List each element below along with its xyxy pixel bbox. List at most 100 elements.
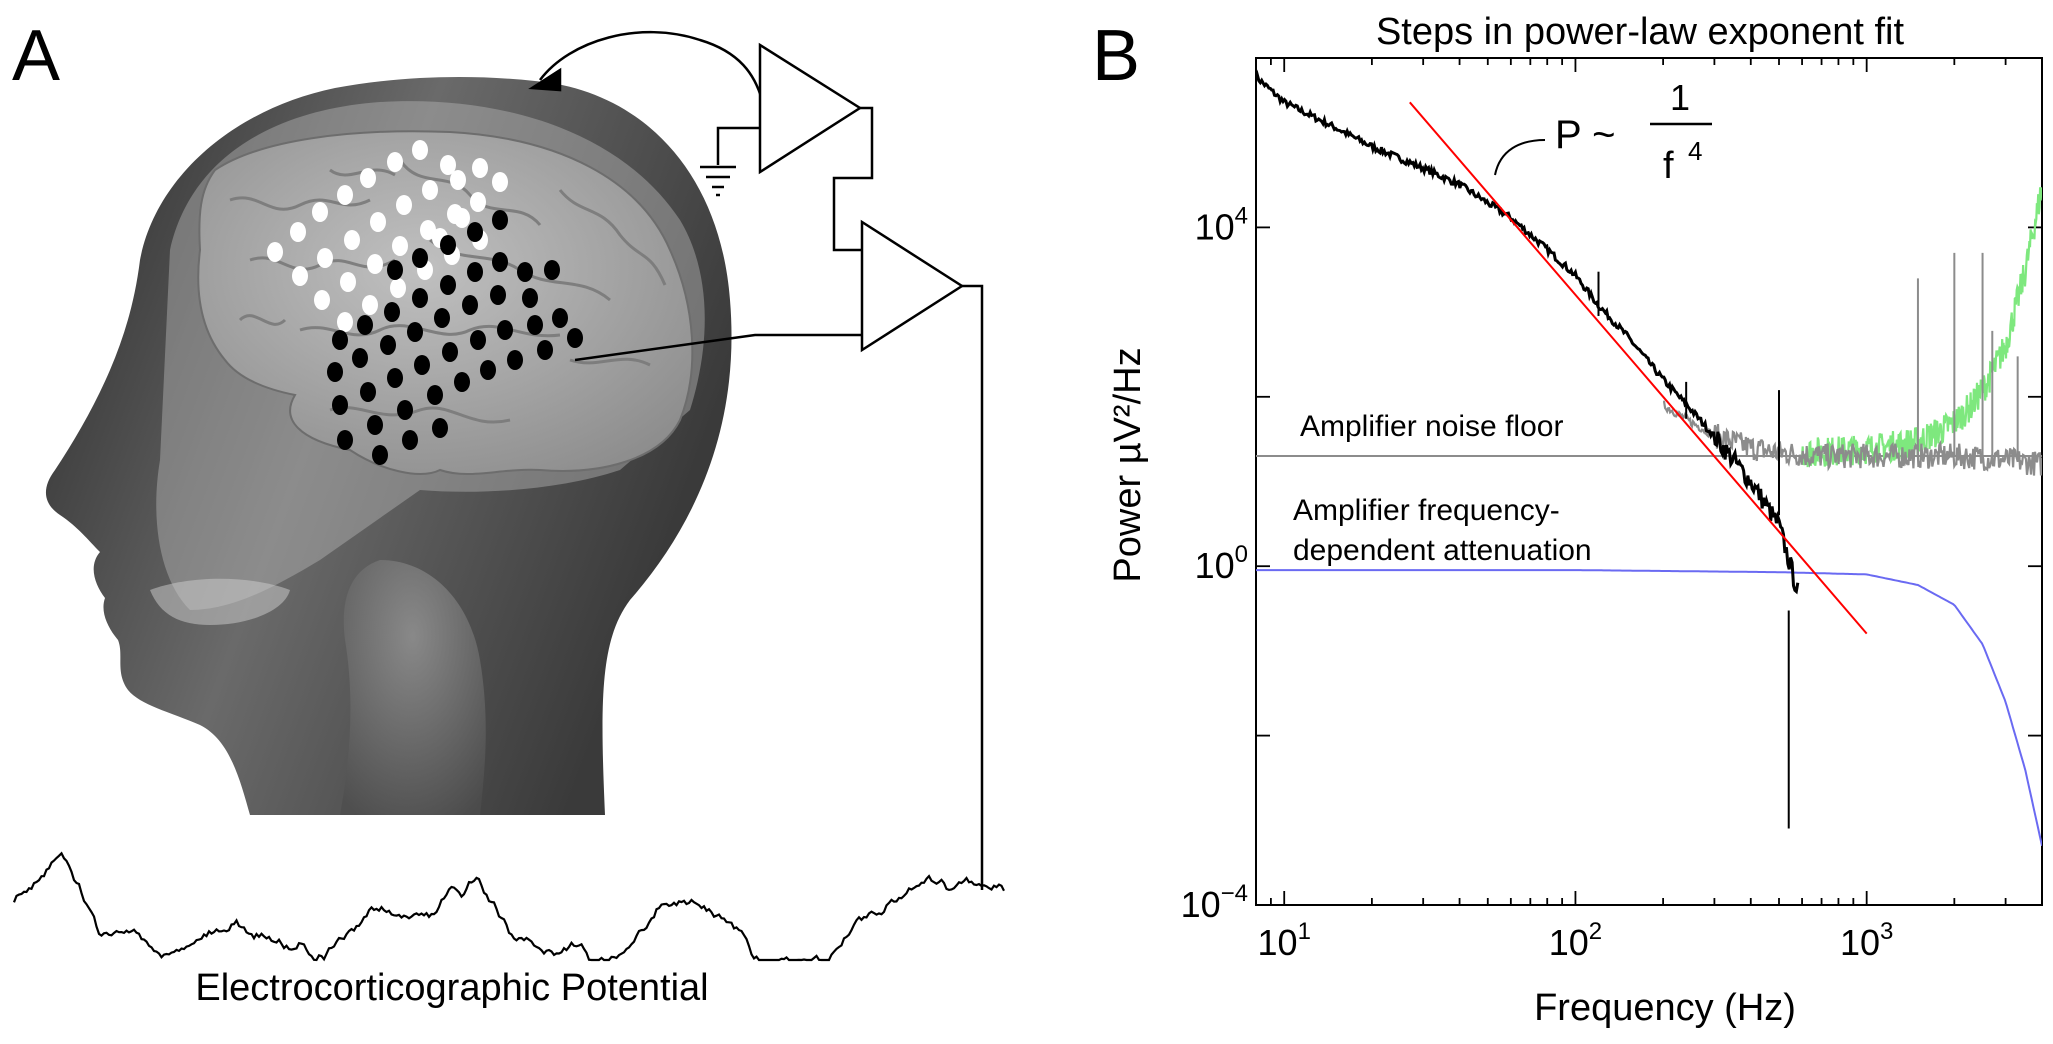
electrode (440, 155, 456, 175)
electrode (412, 140, 428, 160)
reference-lead (539, 30, 764, 101)
electrode (360, 168, 376, 188)
electrode (372, 445, 388, 465)
electrode (380, 335, 396, 355)
electrode (367, 415, 383, 435)
electrode (390, 278, 406, 298)
ground-wire (716, 126, 760, 165)
ground-icon (700, 165, 736, 197)
electrode (340, 272, 356, 292)
electrode (454, 372, 470, 392)
electrode (527, 315, 543, 335)
electrode (357, 315, 373, 335)
electrode (544, 260, 560, 280)
electrode (552, 308, 568, 328)
y-tick-label: 10−4 (1181, 880, 1248, 925)
electrode (480, 360, 496, 380)
electrode (442, 342, 458, 362)
electrode (337, 185, 353, 205)
electrode (292, 266, 308, 286)
electrode (387, 152, 403, 172)
electrode (397, 400, 413, 420)
panel-b-letter: B (1092, 16, 1141, 96)
jaw-teeth (150, 578, 290, 625)
ecog-signal-trace (12, 851, 1005, 962)
electrode-lead (574, 333, 862, 362)
power-law-fit-line (1409, 101, 1868, 635)
amplifier-1 (758, 42, 863, 175)
electrode (332, 330, 348, 350)
electrode (427, 385, 443, 405)
electrode (422, 180, 438, 200)
electrode (492, 210, 508, 230)
attenuation-curve (1256, 569, 2042, 847)
electrode (362, 295, 378, 315)
y-tick-label: 100 (1195, 541, 1248, 586)
output-wire (962, 284, 984, 890)
electrode (414, 355, 430, 375)
electrode (352, 348, 368, 368)
electrode (567, 328, 583, 348)
reference-electrode (528, 67, 562, 92)
electrode (470, 330, 486, 350)
electrode (387, 368, 403, 388)
chart-title: Steps in power-law exponent fit (1376, 11, 1905, 53)
electrode (517, 262, 533, 282)
electrode-grid-black (327, 210, 583, 465)
electrode (497, 320, 513, 340)
electrode (327, 362, 343, 382)
formula-p: P ~ (1555, 113, 1615, 157)
electrode (462, 295, 478, 315)
amp-link-wire (832, 106, 874, 252)
corrected-spectrum (1801, 187, 2042, 468)
electrode (472, 158, 488, 178)
electrode (317, 248, 333, 268)
electrode (507, 350, 523, 370)
plot-frame (1255, 57, 2043, 906)
electrode (360, 382, 376, 402)
electrode (467, 222, 483, 242)
electrode (470, 192, 486, 212)
electrode (407, 322, 423, 342)
formula-numerator: 1 (1670, 77, 1690, 118)
x-tick-label: 101 (1258, 918, 1311, 963)
electrode (290, 222, 306, 242)
electrode (412, 248, 428, 268)
electrode (344, 230, 360, 250)
noise-floor-label: Amplifier noise floor (1300, 410, 1563, 443)
electrode (337, 312, 353, 332)
electrode (537, 340, 553, 360)
panel-a-letter: A (12, 16, 61, 96)
axis-ticks: 101 102 103 10−4 100 104 (1181, 57, 2043, 963)
x-tick-label: 102 (1549, 918, 1602, 963)
electrode (267, 242, 283, 262)
electrode (450, 170, 466, 190)
formula-pointer (1494, 139, 1546, 176)
plot-area (1256, 69, 2042, 847)
head-xray (45, 76, 732, 816)
amplifier-circuit (528, 30, 984, 890)
formula-denominator: f (1663, 145, 1674, 187)
x-tick-label: 103 (1840, 918, 1893, 963)
electrode (387, 260, 403, 280)
electrode (440, 235, 456, 255)
electrode (454, 208, 470, 228)
electrode (412, 288, 428, 308)
amplifier-2 (860, 219, 965, 353)
line-noise-spikes (1597, 252, 2019, 829)
observed-spectrum (1662, 400, 2042, 476)
y-tick-label: 104 (1195, 202, 1248, 247)
electrode (440, 275, 456, 295)
electrode (367, 254, 383, 274)
electrode (434, 308, 450, 328)
raw-spectrum (1256, 69, 1800, 595)
electrode (420, 220, 436, 240)
electrode (432, 418, 448, 438)
electrode (522, 288, 538, 308)
electrode (396, 195, 412, 215)
y-axis-label: Power µV²/Hz (1107, 347, 1149, 582)
electrode (337, 430, 353, 450)
electrode (467, 262, 483, 282)
electrode-grid-white (267, 140, 508, 332)
